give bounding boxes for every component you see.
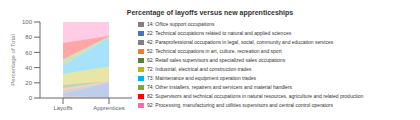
html-text:52: Technical occupations in a: 52: Technical occupations in art, cultur… (147, 48, 282, 54)
html-text:14: Office support occupations: 14: Office support occupations (147, 21, 215, 27)
svg-text:80: 80 (25, 34, 32, 40)
svg-text:Percentage of Total: Percentage of Total (10, 34, 16, 86)
svg-text:20: 20 (25, 80, 32, 86)
html-text:74: Other installers, repairer: 74: Other installers, repairers and serv… (147, 84, 293, 90)
svg-text:40: 40 (25, 65, 32, 71)
svg-text:0: 0 (29, 95, 33, 101)
svg-text:60: 60 (25, 50, 32, 56)
html-text:73: Maintenance and equipment: 73: Maintenance and equipment operation … (147, 75, 256, 81)
svg-text:Apprentices: Apprentices (93, 105, 125, 111)
html-text:72: Industrial, electrical and: 72: Industrial, electrical and construct… (147, 66, 252, 72)
html-text:62: Retail sales supervisors a: 62: Retail sales supervisors and special… (147, 57, 286, 63)
svg-text:100: 100 (22, 19, 33, 25)
html-text:42: Paraprofessional occupatio: 42: Paraprofessional occupations in lega… (147, 39, 334, 45)
html-text:Percentage of layoffs versus n: Percentage of layoffs versus new apprent… (126, 9, 294, 16)
html-text:82: Supervisors and technical: 82: Supervisors and technical occupation… (147, 93, 364, 99)
html-text:22: Technical occupations rela: 22: Technical occupations related to nat… (147, 30, 292, 36)
html-text:92: Processing, manufacturing: 92: Processing, manufacturing and utilit… (147, 102, 333, 108)
svg-text:Layoffs: Layoffs (53, 105, 72, 111)
